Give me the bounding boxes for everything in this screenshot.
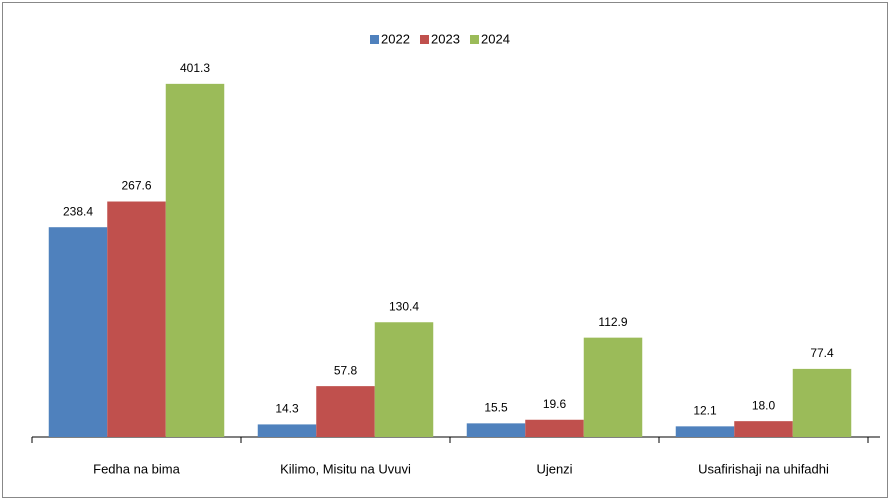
- bar: [734, 421, 793, 437]
- bar: [583, 337, 643, 437]
- bar: [466, 423, 526, 437]
- data-label: 77.4: [810, 346, 834, 360]
- data-label: 238.4: [63, 204, 93, 218]
- bar: [792, 368, 852, 437]
- bar: [48, 227, 108, 437]
- data-label: 267.6: [121, 179, 151, 193]
- legend-label: 2023: [431, 31, 460, 46]
- data-label: 14.3: [275, 402, 299, 416]
- bar: [107, 201, 166, 437]
- data-label: 130.4: [389, 299, 419, 313]
- legend-label: 2022: [381, 31, 410, 46]
- data-label: 57.8: [334, 363, 358, 377]
- data-label: 19.6: [543, 397, 567, 411]
- x-tick-label: Ujenzi: [536, 461, 572, 476]
- data-label: 401.3: [180, 61, 210, 75]
- x-tick-label: Kilimo, Misitu na Uvuvi: [280, 461, 411, 476]
- bar: [316, 386, 375, 437]
- legend-label: 2024: [481, 31, 510, 46]
- bar: [525, 419, 584, 437]
- legend-swatch: [370, 35, 379, 44]
- legend-swatch: [470, 35, 479, 44]
- x-tick-label: Fedha na bima: [93, 461, 180, 476]
- data-label: 15.5: [484, 401, 508, 415]
- bar: [675, 426, 735, 437]
- bar: [374, 322, 434, 437]
- bar: [165, 83, 225, 437]
- legend-swatch: [420, 35, 429, 44]
- data-label: 112.9: [598, 315, 627, 329]
- bar: [257, 424, 317, 437]
- data-label: 18.0: [752, 398, 776, 412]
- x-tick-label: Usafirishaji na uhifadhi: [698, 461, 829, 476]
- data-label: 12.1: [693, 404, 717, 418]
